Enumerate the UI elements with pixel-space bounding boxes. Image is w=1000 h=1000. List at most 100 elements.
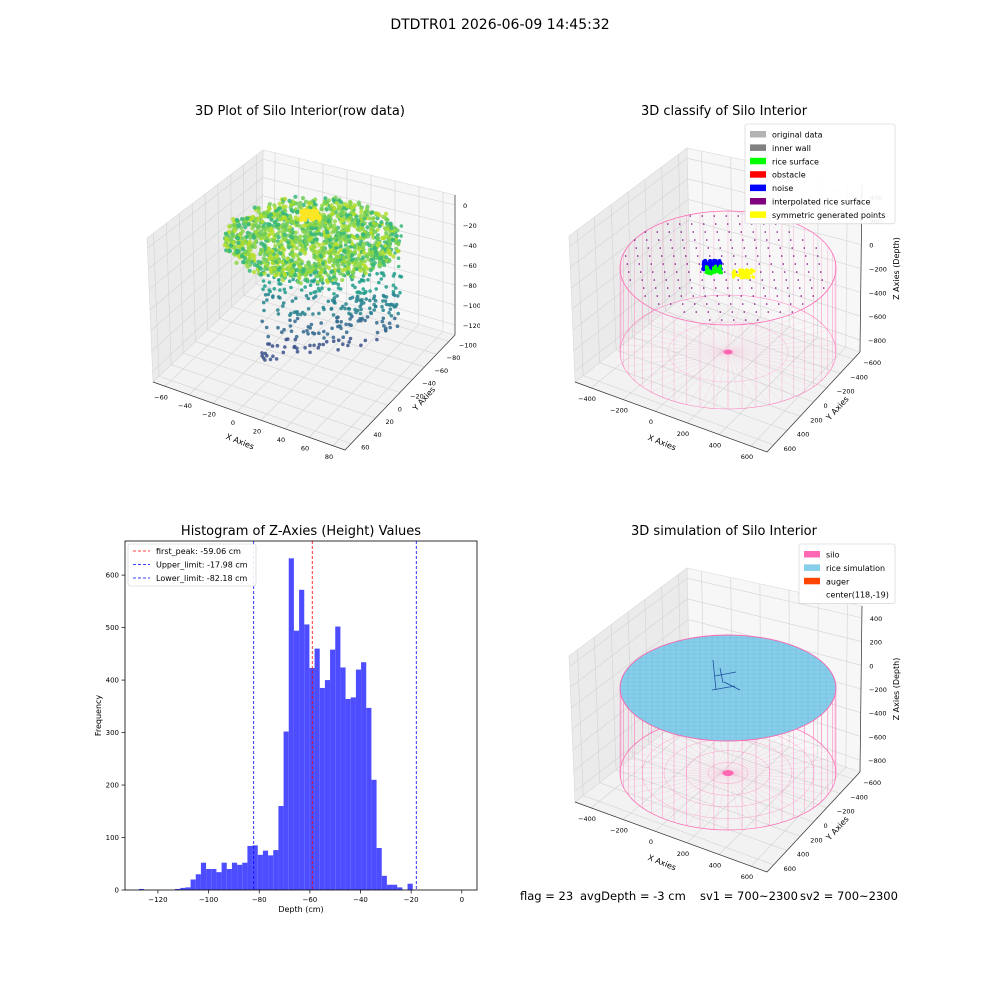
silo-floor-spoke: [673, 772, 729, 823]
point-surface: [367, 243, 372, 248]
y-gridline: [665, 731, 841, 794]
point-surface: [325, 230, 330, 235]
point-surface: [379, 255, 384, 260]
interpolated-point: [678, 287, 681, 289]
point-surface: [347, 223, 353, 228]
legend-label: symmetric generated points: [772, 211, 885, 220]
interpolated-point: [729, 239, 732, 241]
point-surface: [369, 210, 374, 215]
avg-depth-status: avgDepth = -3 cm: [580, 889, 686, 903]
interpolated-point: [639, 271, 642, 273]
symmetric-point: [732, 269, 736, 273]
interpolated-point: [767, 311, 770, 313]
point-deep: [331, 339, 336, 344]
x-tick-label: −20: [404, 896, 419, 904]
point-surface: [332, 223, 337, 228]
interpolated-point: [777, 239, 780, 241]
point-surface: [318, 270, 323, 275]
histogram-bar: [175, 888, 181, 890]
point-surface: [273, 244, 278, 249]
point-deep: [335, 294, 339, 298]
point-surface: [305, 271, 310, 276]
interpolated-point: [756, 255, 759, 257]
point-surface: [274, 213, 280, 218]
interpolated-point: [815, 247, 818, 249]
point-deep: [305, 329, 309, 333]
x-tick-label: 0: [231, 419, 235, 427]
point-surface: [308, 235, 314, 240]
point-surface: [256, 216, 261, 221]
histogram-bar: [206, 869, 212, 890]
point-surface: [246, 222, 251, 227]
y-gridline: [632, 756, 814, 823]
point-deep: [308, 283, 313, 288]
point-surface: [230, 234, 235, 239]
point-deep: [283, 290, 288, 295]
y-gridline: [599, 362, 788, 431]
point-surface: [317, 264, 322, 269]
point-deep: [394, 302, 399, 307]
point-surface: [317, 258, 322, 263]
histogram-bar: [407, 883, 413, 890]
interpolated-point: [719, 247, 722, 249]
interpolated-point: [759, 271, 762, 273]
interpolated-point: [662, 263, 665, 265]
interpolated-point: [746, 263, 749, 265]
point-deep: [380, 319, 385, 324]
point-surface: [277, 217, 282, 222]
symmetric-point: [738, 270, 743, 274]
y-tick-label: −600: [863, 779, 881, 787]
interpolated-point: [794, 263, 797, 265]
point-surface: [311, 226, 316, 231]
point-surface: [336, 250, 341, 255]
point-surface: [262, 226, 267, 231]
interpolated-point: [656, 295, 659, 297]
legend-swatch: [750, 184, 766, 192]
point-deep: [276, 278, 281, 283]
point-deep: [281, 301, 286, 305]
point-deep: [384, 302, 389, 307]
legend-swatch: [750, 171, 766, 178]
point-deep: [317, 331, 321, 336]
point-deep: [369, 311, 374, 316]
silo-floor-spoke: [727, 302, 783, 353]
histogram-bar: [216, 872, 222, 890]
point-deep: [292, 310, 297, 315]
point-deep: [281, 350, 286, 355]
point-surface: [384, 255, 389, 260]
point-surface: [356, 218, 361, 223]
point-surface: [296, 279, 301, 284]
point-surface: [323, 196, 328, 201]
z-tick-label: −600: [868, 313, 886, 321]
point-surface: [281, 236, 286, 241]
silo-floor-spoke: [628, 772, 729, 795]
histogram-bar: [361, 662, 367, 890]
point-deep: [291, 277, 296, 282]
interpolated-point: [788, 295, 791, 297]
point-surface: [336, 232, 341, 237]
silo-floor-spoke: [634, 744, 729, 774]
point-surface: [381, 214, 386, 219]
point-surface: [302, 251, 308, 256]
interpolated-point: [671, 247, 674, 249]
point-deep: [324, 339, 329, 344]
interpolated-point: [641, 279, 644, 281]
point-deep: [266, 334, 271, 339]
z-tick-label: −800: [868, 757, 886, 765]
point-deep: [380, 304, 384, 309]
y-axis-label: Frequency: [94, 695, 103, 737]
point-deep: [341, 335, 346, 340]
z-tick-label: 0: [869, 662, 873, 670]
point-surface: [362, 259, 367, 264]
interpolated-point: [695, 247, 698, 249]
point-surface: [395, 249, 400, 254]
point-surface: [330, 211, 335, 216]
point-surface: [282, 271, 287, 276]
point-surface: [303, 239, 309, 244]
point-deep: [287, 279, 292, 284]
point-surface: [312, 244, 317, 249]
point-deep: [270, 344, 275, 348]
interpolated-point: [690, 223, 693, 225]
point-surface: [390, 232, 395, 237]
silo-floor-spoke: [623, 351, 729, 367]
